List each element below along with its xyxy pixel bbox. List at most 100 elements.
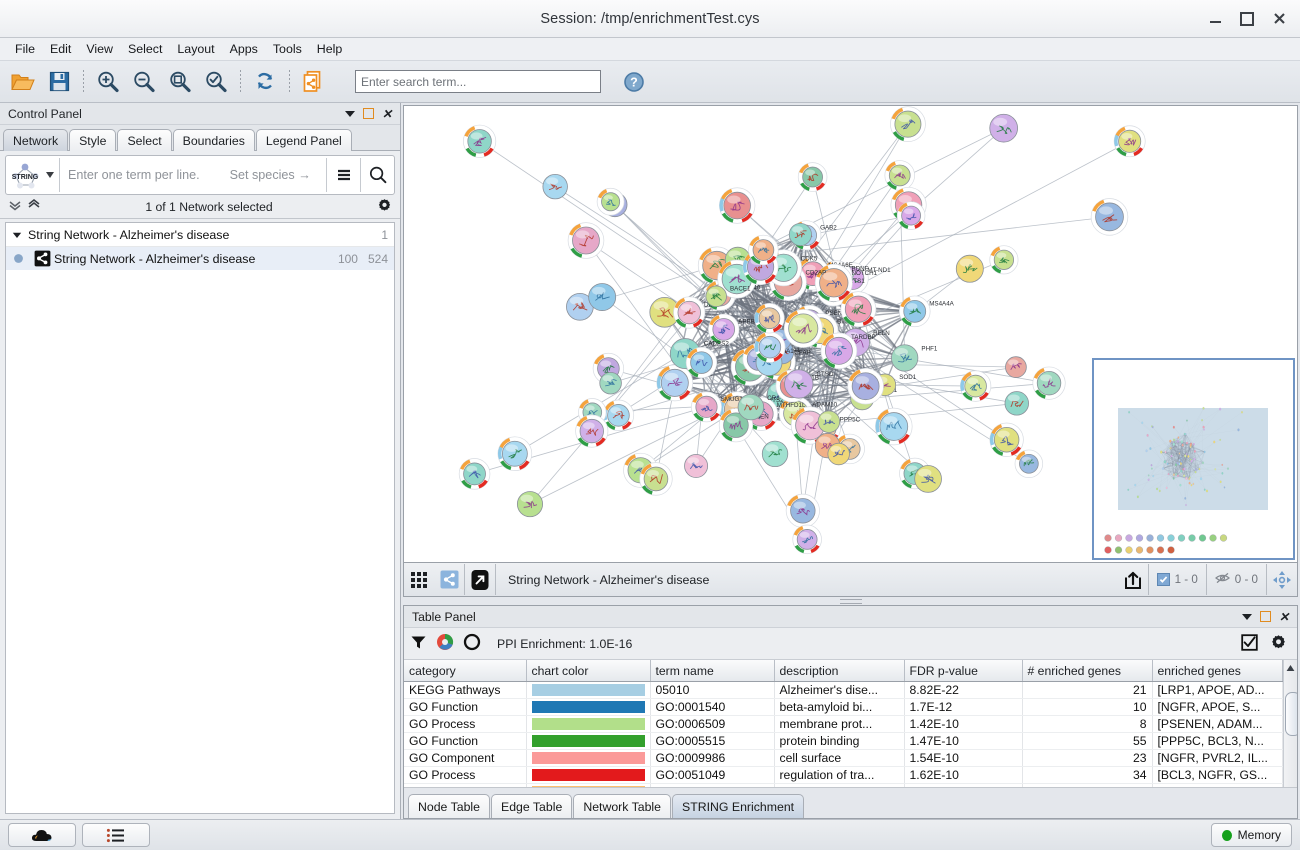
network-node[interactable] (989, 245, 1019, 275)
string-logo-icon[interactable]: STRING (6, 157, 46, 193)
network-node[interactable] (761, 440, 789, 468)
network-node[interactable] (754, 331, 786, 363)
table-row[interactable]: GO Function GO:0001540 beta-amyloid bi... 1… (404, 698, 1283, 716)
network-node[interactable] (497, 436, 533, 472)
network-navigator[interactable] (1092, 358, 1295, 560)
network-node[interactable] (1180, 457, 1183, 460)
network-node[interactable] (817, 410, 841, 433)
network-settings-gear-icon[interactable] (377, 198, 392, 216)
network-node[interactable] (792, 524, 822, 555)
network-node[interactable] (989, 113, 1018, 143)
network-node[interactable] (1202, 425, 1205, 429)
network-node[interactable] (1186, 441, 1188, 445)
save-icon[interactable] (42, 66, 76, 98)
network-node[interactable] (1176, 461, 1179, 465)
table-vertical-scrollbar[interactable] (1282, 660, 1297, 787)
network-node[interactable] (596, 187, 625, 216)
network-node[interactable]: MS4A4A (898, 295, 955, 328)
search-input[interactable]: Enter search term... (355, 70, 601, 93)
panel-split-handle[interactable] (401, 597, 1300, 605)
fit-content-icon[interactable] (1267, 564, 1297, 595)
table-row[interactable]: GO Process GO:0051049 regulation of tra...… (404, 766, 1283, 784)
network-node[interactable] (639, 462, 673, 496)
network-node[interactable]: SMUG1 (691, 391, 743, 423)
tab-node-table[interactable]: Node Table (408, 794, 490, 818)
network-node[interactable] (1162, 467, 1165, 470)
network-node[interactable] (1174, 463, 1178, 467)
select-all-checkbox-icon[interactable] (1241, 633, 1258, 654)
network-node[interactable] (1190, 484, 1193, 487)
export-network-icon[interactable] (1118, 564, 1148, 595)
network-node[interactable]: NOTCH1 (814, 263, 878, 302)
menu-view[interactable]: View (86, 42, 113, 56)
grid-layout-icon[interactable] (404, 564, 434, 595)
network-node[interactable] (1201, 461, 1204, 465)
network-view[interactable]: MT-ND2MT-ND1VSNL1GAB2RTS1IL1BCLUADAMTS2P… (403, 105, 1298, 563)
network-node[interactable] (1165, 486, 1168, 490)
network-node[interactable] (1194, 470, 1197, 474)
network-node[interactable] (1219, 480, 1222, 484)
network-node[interactable] (1164, 451, 1167, 454)
network-tree-item[interactable]: String Network - Alzheimer's disease 100… (6, 247, 394, 270)
network-node[interactable] (458, 458, 491, 490)
network-node[interactable] (884, 160, 915, 191)
tab-style[interactable]: Style (69, 129, 117, 151)
network-node[interactable] (1147, 478, 1150, 481)
open-folder-icon[interactable] (6, 66, 40, 98)
network-node[interactable] (1127, 488, 1130, 491)
network-node[interactable] (566, 292, 594, 321)
network-canvas[interactable]: MT-ND2MT-ND1VSNL1GAB2RTS1IL1BCLUADAMTS2P… (404, 106, 1297, 563)
expand-network-icon[interactable] (465, 564, 495, 595)
expand-all-icon[interactable] (27, 198, 41, 214)
network-node[interactable] (1150, 464, 1153, 467)
menu-help[interactable]: Help (316, 42, 343, 56)
col-chart-color[interactable]: chart color (526, 660, 651, 682)
network-node[interactable] (1183, 467, 1186, 471)
network-node[interactable] (1179, 483, 1182, 487)
scrollbar-thumb[interactable] (1284, 692, 1297, 736)
expand-caret-icon[interactable] (6, 231, 28, 239)
network-node[interactable] (1169, 439, 1172, 443)
table-row[interactable]: GO Process GO:0006509 membrane prot... 1.42… (404, 715, 1283, 733)
zoom-fit-icon[interactable] (163, 66, 197, 98)
network-node[interactable] (516, 491, 544, 518)
network-node[interactable] (463, 124, 497, 158)
close-panel-icon[interactable]: ✕ (381, 106, 392, 121)
network-node[interactable] (1177, 474, 1179, 478)
network-node[interactable] (1156, 487, 1159, 491)
network-node[interactable] (1219, 438, 1221, 441)
network-node[interactable] (1184, 454, 1187, 458)
table-row[interactable]: GO Function GO:0005515 protein binding 1.47… (404, 732, 1283, 750)
col-enriched-count[interactable]: # enriched genes (1022, 660, 1153, 682)
network-node[interactable] (1175, 472, 1178, 476)
network-node[interactable] (1241, 411, 1243, 414)
network-node[interactable] (1090, 198, 1129, 236)
network-node[interactable] (890, 106, 926, 142)
network-node[interactable] (1180, 460, 1183, 463)
network-node[interactable] (1184, 497, 1187, 500)
network-node[interactable] (1177, 436, 1180, 439)
col-enriched-genes[interactable]: enriched genes (1152, 660, 1283, 682)
network-tree[interactable]: String Network - Alzheimer's disease 1 (5, 222, 395, 814)
tab-network-table[interactable]: Network Table (573, 794, 672, 818)
network-node[interactable] (1160, 450, 1163, 454)
network-node[interactable] (914, 465, 942, 493)
tab-network[interactable]: Network (3, 129, 69, 151)
network-node[interactable] (1128, 411, 1131, 414)
cloud-icon[interactable] (8, 823, 76, 847)
network-node[interactable] (1158, 489, 1161, 493)
zoom-out-icon[interactable] (127, 66, 161, 98)
network-node[interactable] (1163, 460, 1166, 464)
network-node[interactable] (1113, 125, 1146, 158)
network-node[interactable] (875, 407, 913, 446)
network-node[interactable] (1169, 447, 1171, 450)
tab-legend-panel[interactable]: Legend Panel (255, 129, 352, 151)
network-node[interactable] (896, 201, 926, 230)
network-node[interactable] (1201, 419, 1203, 422)
network-node[interactable] (1172, 425, 1175, 429)
network-node[interactable] (1185, 477, 1188, 480)
float-panel-icon[interactable] (1259, 611, 1271, 622)
refresh-icon[interactable] (248, 66, 282, 98)
chart-ring-icon[interactable] (463, 633, 481, 654)
network-node[interactable] (1198, 467, 1201, 471)
